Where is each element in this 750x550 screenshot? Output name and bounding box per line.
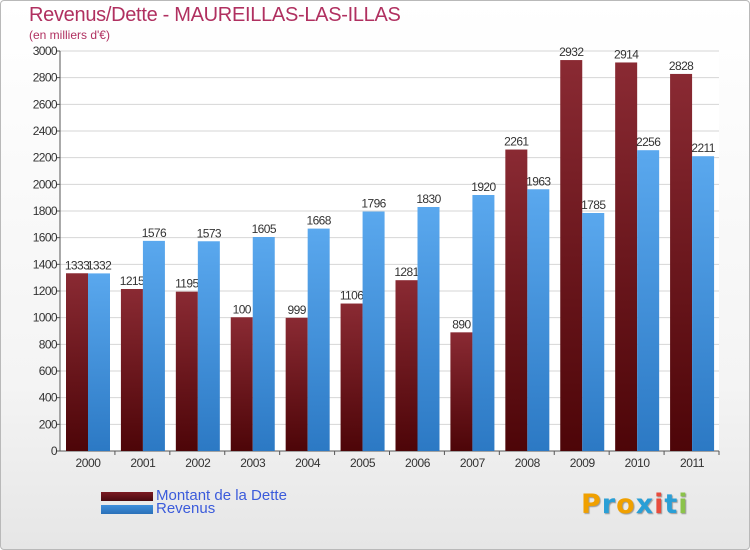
x-tick-label: 2007: [460, 456, 486, 470]
bar-dette: [505, 149, 528, 452]
data-label-dette: 890: [452, 317, 471, 331]
legend-swatch-revenus: [101, 505, 153, 514]
data-label-dette: 1215: [120, 274, 145, 288]
y-tick-label: 400: [39, 391, 58, 405]
x-tick-label: 2006: [405, 456, 431, 470]
x-tick-label: 2010: [625, 456, 651, 470]
data-label-revenus: 1332: [87, 258, 112, 272]
data-label-dette: 1281: [394, 265, 419, 279]
logo-letter: r: [601, 489, 617, 520]
data-label-revenus: 1668: [307, 214, 332, 228]
y-tick-label: 2600: [33, 97, 58, 111]
x-tick-label: 2011: [680, 456, 705, 470]
y-tick-label: 2800: [33, 71, 58, 85]
bar-revenus: [252, 237, 275, 451]
x-tick-label: 2004: [295, 456, 321, 470]
data-label-dette: 1195: [175, 277, 199, 291]
data-label-dette: 1333: [65, 258, 90, 272]
bar-revenus: [307, 228, 330, 451]
y-tick-label: 2400: [33, 124, 58, 138]
plot-area: [60, 51, 719, 451]
x-tick-label: 2002: [185, 456, 211, 470]
legend-label-dette: Montant de la Dette: [156, 487, 287, 504]
data-label-revenus: 1785: [581, 198, 606, 212]
bar-revenus: [142, 240, 165, 451]
bar-revenus: [417, 207, 440, 451]
x-tick-label: 2003: [240, 456, 266, 470]
data-label-revenus: 1796: [361, 197, 386, 211]
data-label-dette: 2914: [614, 47, 639, 61]
data-label-revenus: 1963: [526, 174, 551, 188]
logo-letter: i: [678, 489, 689, 520]
x-tick-label: 2001: [130, 456, 156, 470]
bar-revenus: [692, 156, 715, 451]
legend-swatch-dette: [101, 492, 153, 501]
bar-revenus: [637, 150, 660, 451]
data-label-revenus: 1576: [142, 226, 167, 240]
bar-dette: [395, 280, 418, 451]
y-tick-label: 0: [51, 444, 58, 458]
bar-revenus: [472, 195, 495, 451]
logo-letter: x: [635, 489, 655, 520]
y-tick-label: 1200: [33, 284, 58, 298]
bar-dette: [175, 291, 198, 451]
bar-revenus: [197, 241, 220, 451]
y-tick-label: 1800: [33, 204, 58, 218]
logo-letter: P: [581, 489, 602, 520]
y-tick-label: 2200: [33, 151, 58, 165]
y-tick-label: 1400: [33, 257, 58, 271]
bar-dette: [670, 73, 693, 451]
logo-letter: t: [664, 489, 679, 520]
bar-dette: [560, 60, 583, 452]
chart-subtitle: (en milliers d'€): [29, 28, 110, 42]
bar-dette: [120, 289, 143, 451]
data-label-dette: 1106: [340, 289, 364, 303]
bar-revenus: [362, 211, 385, 451]
data-label-dette: 2261: [504, 135, 529, 149]
data-label-revenus: 1920: [471, 180, 496, 194]
y-tick-label: 200: [39, 417, 58, 431]
bar-revenus: [582, 213, 605, 451]
data-label-dette: 100: [233, 302, 252, 316]
x-tick-label: 2008: [515, 456, 541, 470]
bar-dette: [340, 303, 363, 451]
data-label-revenus: 1605: [252, 222, 277, 236]
x-tick-label: 2000: [75, 456, 101, 470]
data-label-dette: 2932: [559, 45, 584, 59]
y-tick-label: 800: [39, 337, 58, 351]
y-tick-label: 1600: [33, 231, 58, 245]
y-tick-label: 3000: [33, 44, 58, 58]
data-label-revenus: 2256: [636, 135, 661, 149]
bar-dette: [285, 317, 308, 451]
y-tick-label: 600: [39, 364, 58, 378]
bar-dette: [450, 332, 473, 451]
x-tick-label: 2009: [570, 456, 596, 470]
bar-dette: [66, 273, 88, 451]
data-label-revenus: 2211: [691, 141, 715, 155]
data-label-dette: 2828: [669, 59, 694, 73]
bar-dette: [230, 317, 253, 451]
legend-label-revenus: Revenus: [156, 500, 216, 517]
proxiti-logo: Proxiti: [581, 489, 689, 520]
logo-letter: i: [654, 489, 665, 520]
data-label-dette: 999: [288, 303, 307, 317]
data-label-revenus: 1573: [197, 226, 222, 240]
bar-revenus: [527, 189, 550, 451]
y-tick-label: 2000: [33, 177, 58, 191]
bar-revenus: [88, 273, 110, 451]
chart-title: Revenus/Dette - MAUREILLAS-LAS-ILLAS: [29, 4, 401, 26]
data-label-revenus: 1830: [416, 192, 441, 206]
bar-dette: [615, 62, 638, 451]
logo-letter: o: [616, 489, 636, 520]
x-tick-label: 2005: [350, 456, 376, 470]
y-tick-label: 1000: [33, 311, 58, 325]
